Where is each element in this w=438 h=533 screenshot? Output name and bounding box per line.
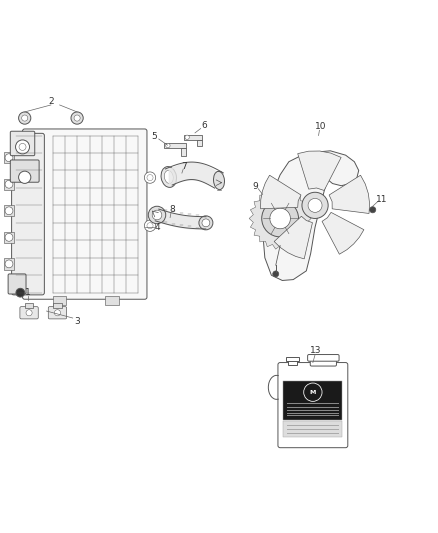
Bar <box>197 140 202 147</box>
Circle shape <box>308 198 322 212</box>
Bar <box>106 296 119 305</box>
Text: 13: 13 <box>310 346 321 356</box>
Text: 10: 10 <box>314 122 326 131</box>
Circle shape <box>5 180 13 188</box>
Bar <box>25 303 33 308</box>
Bar <box>164 143 186 148</box>
Text: M: M <box>310 390 316 395</box>
Bar <box>287 425 339 426</box>
Polygon shape <box>274 216 312 259</box>
Bar <box>287 433 339 434</box>
Circle shape <box>16 288 25 297</box>
Circle shape <box>5 207 13 215</box>
Text: 3: 3 <box>74 317 80 326</box>
Polygon shape <box>263 151 359 280</box>
Bar <box>287 429 339 430</box>
Bar <box>4 152 14 164</box>
Circle shape <box>304 383 322 401</box>
Polygon shape <box>329 175 370 214</box>
Polygon shape <box>322 212 364 254</box>
FancyBboxPatch shape <box>307 354 339 361</box>
Circle shape <box>370 207 376 213</box>
FancyBboxPatch shape <box>278 362 348 448</box>
Bar <box>283 421 343 438</box>
Circle shape <box>15 140 29 154</box>
Bar <box>53 296 66 305</box>
Bar <box>286 357 299 361</box>
Circle shape <box>71 112 83 124</box>
Bar <box>287 413 339 414</box>
Circle shape <box>5 233 13 241</box>
Bar <box>283 381 343 419</box>
Circle shape <box>21 115 28 121</box>
Bar <box>287 407 339 408</box>
Bar <box>4 258 14 270</box>
Bar <box>287 410 339 411</box>
Circle shape <box>152 210 162 220</box>
Circle shape <box>273 271 279 277</box>
Circle shape <box>54 310 60 316</box>
Bar <box>287 403 339 404</box>
Text: 9: 9 <box>252 182 258 191</box>
Text: 2: 2 <box>48 97 54 106</box>
Text: 4: 4 <box>155 223 161 232</box>
Text: 7: 7 <box>181 161 187 171</box>
Circle shape <box>26 310 32 316</box>
FancyBboxPatch shape <box>48 306 67 319</box>
Bar <box>288 360 297 365</box>
FancyBboxPatch shape <box>22 129 147 299</box>
Circle shape <box>74 115 80 121</box>
FancyBboxPatch shape <box>310 358 336 366</box>
Polygon shape <box>261 175 301 209</box>
Text: 6: 6 <box>201 122 207 131</box>
Circle shape <box>147 174 153 181</box>
Bar <box>287 415 339 416</box>
Polygon shape <box>298 151 341 190</box>
Circle shape <box>5 154 13 161</box>
Text: 5: 5 <box>152 132 157 141</box>
Ellipse shape <box>161 167 177 188</box>
Circle shape <box>199 216 213 230</box>
FancyBboxPatch shape <box>12 133 44 295</box>
Circle shape <box>202 219 210 227</box>
Circle shape <box>145 220 155 231</box>
Circle shape <box>302 192 328 219</box>
Circle shape <box>19 143 26 150</box>
Text: 1: 1 <box>25 288 31 297</box>
Bar <box>181 148 186 156</box>
Circle shape <box>18 112 31 124</box>
Bar <box>4 205 14 216</box>
FancyBboxPatch shape <box>20 306 38 319</box>
FancyBboxPatch shape <box>8 274 26 294</box>
Text: 8: 8 <box>169 205 175 214</box>
Circle shape <box>145 172 155 183</box>
Circle shape <box>262 200 299 237</box>
Circle shape <box>185 135 189 140</box>
Ellipse shape <box>213 171 225 190</box>
Bar <box>53 303 62 308</box>
Circle shape <box>147 223 153 229</box>
Bar <box>4 179 14 190</box>
Bar <box>184 135 202 140</box>
Polygon shape <box>249 188 311 249</box>
Circle shape <box>5 260 13 268</box>
Ellipse shape <box>164 171 173 183</box>
Circle shape <box>148 206 166 224</box>
FancyBboxPatch shape <box>11 131 35 156</box>
Text: 11: 11 <box>376 195 387 204</box>
Circle shape <box>18 171 31 183</box>
Circle shape <box>166 143 170 148</box>
Bar <box>4 232 14 243</box>
FancyBboxPatch shape <box>11 160 39 182</box>
Circle shape <box>270 208 290 229</box>
